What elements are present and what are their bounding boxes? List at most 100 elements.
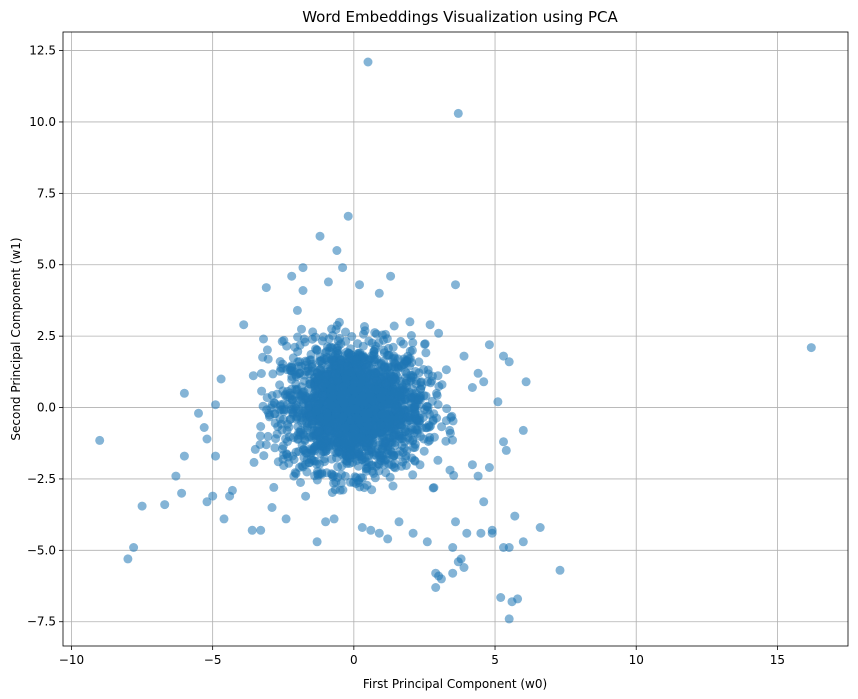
data-point [315, 231, 325, 241]
data-point [414, 418, 424, 428]
data-point [380, 437, 390, 447]
data-point [374, 288, 384, 298]
data-point [372, 376, 382, 386]
data-point [496, 593, 506, 602]
data-point [359, 352, 368, 362]
data-point [493, 397, 503, 407]
data-point [335, 333, 345, 343]
data-point [308, 327, 318, 337]
data-point [437, 380, 447, 390]
data-point [433, 371, 443, 381]
data-point [301, 491, 311, 501]
data-point [298, 263, 308, 273]
data-point [323, 277, 333, 287]
x-axis-ticks: −10 −5 0 5 10 15 [59, 646, 785, 667]
data-point [354, 433, 364, 443]
data-point [393, 414, 403, 424]
data-point [417, 381, 427, 391]
data-point [366, 460, 376, 470]
data-point [293, 434, 303, 444]
data-point [363, 57, 373, 67]
data-point [409, 401, 419, 411]
data-point [171, 471, 181, 481]
data-point [373, 444, 383, 454]
data-point [425, 409, 434, 419]
data-point [398, 457, 408, 467]
data-point [327, 400, 337, 410]
data-point [377, 410, 387, 419]
data-point [406, 422, 416, 432]
data-point [420, 339, 429, 349]
data-point [347, 332, 357, 341]
data-point [300, 446, 310, 456]
data-point [297, 324, 306, 334]
data-point [248, 371, 258, 381]
data-point [518, 537, 528, 547]
data-point [387, 362, 396, 372]
data-point [286, 361, 296, 371]
data-point [459, 351, 469, 361]
data-point [270, 418, 280, 428]
data-point [451, 517, 460, 527]
data-point [263, 431, 273, 441]
data-point [419, 446, 429, 456]
data-point [449, 470, 459, 480]
data-point [296, 392, 306, 402]
data-point [479, 377, 489, 387]
data-point [291, 469, 301, 479]
data-point [349, 385, 359, 395]
data-point [302, 455, 312, 465]
data-point [428, 416, 438, 426]
data-point [279, 335, 289, 345]
data-point [411, 388, 421, 398]
data-point [255, 431, 265, 441]
data-point [451, 280, 460, 290]
data-point [406, 331, 416, 340]
data-point [216, 374, 226, 384]
data-point [199, 423, 209, 432]
data-point [259, 451, 269, 461]
data-point [499, 543, 508, 552]
data-point [372, 422, 382, 432]
data-point [278, 454, 288, 464]
data-point [137, 501, 147, 511]
data-point [405, 317, 415, 327]
data-point [160, 500, 170, 510]
data-point [295, 340, 305, 350]
data-point [261, 283, 271, 293]
data-point [179, 451, 189, 461]
data-point [386, 271, 396, 281]
data-point [398, 448, 408, 457]
data-point [442, 404, 452, 414]
data-point [504, 357, 514, 367]
data-point [431, 583, 441, 592]
data-point [328, 331, 338, 340]
chart-title: Word Embeddings Visualization using PCA [302, 8, 618, 26]
data-point [332, 246, 342, 255]
data-point [296, 478, 305, 487]
data-point [123, 554, 133, 564]
data-point [421, 348, 431, 358]
data-point [327, 392, 337, 402]
data-point [366, 525, 376, 535]
data-point [288, 353, 298, 363]
data-point [179, 388, 189, 398]
data-point [328, 351, 338, 361]
data-point [287, 271, 297, 281]
data-point [396, 336, 406, 346]
data-point [312, 537, 322, 547]
data-point [363, 408, 373, 418]
data-point [278, 399, 288, 409]
data-point [331, 369, 341, 379]
data-point [279, 407, 289, 417]
data-point [521, 377, 531, 387]
data-point [408, 338, 418, 348]
data-point [360, 322, 369, 331]
data-point [342, 459, 352, 468]
data-point [350, 378, 360, 387]
data-point [394, 517, 404, 527]
data-point [403, 412, 413, 421]
data-point [341, 327, 350, 337]
data-point [333, 417, 343, 427]
data-point [404, 354, 414, 364]
